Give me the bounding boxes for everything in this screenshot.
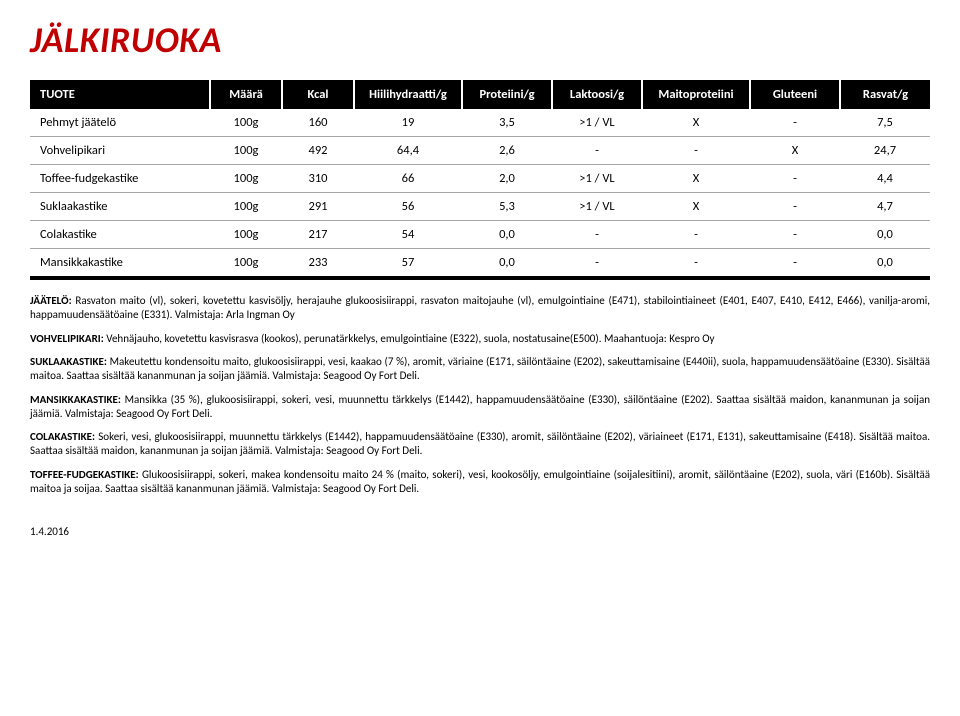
table-cell: - [552, 137, 642, 165]
table-cell: 100g [210, 221, 282, 249]
ingredient-paragraph: COLAKASTIKE: Sokeri, vesi, glukoosisiira… [30, 430, 930, 458]
table-cell: 57 [354, 249, 462, 279]
table-cell: - [750, 249, 840, 279]
paragraph-lead: MANSIKKAKASTIKE: [30, 393, 121, 406]
paragraph-lead: COLAKASTIKE: [30, 430, 95, 443]
paragraph-text: Glukoosisiirappi, sokeri, makea kondenso… [30, 468, 930, 495]
col-header: Hiilihydraatti/g [354, 80, 462, 109]
table-cell: - [750, 165, 840, 193]
table-cell: 5,3 [462, 193, 552, 221]
nutrition-table: TUOTE Määrä Kcal Hiilihydraatti/g Protei… [30, 80, 930, 280]
table-cell: 233 [282, 249, 354, 279]
table-header-row: TUOTE Määrä Kcal Hiilihydraatti/g Protei… [30, 80, 930, 109]
table-cell: 291 [282, 193, 354, 221]
paragraph-text: Vehnäjauho, kovetettu kasvisrasva (kooko… [104, 332, 715, 345]
col-header: Rasvat/g [840, 80, 930, 109]
paragraph-lead: TOFFEE-FUDGEKASTIKE: [30, 468, 139, 481]
table-cell: Suklaakastike [30, 193, 210, 221]
col-header: Laktoosi/g [552, 80, 642, 109]
paragraph-text: Mansikka (35 %), glukoosisiirappi, soker… [30, 393, 930, 420]
table-cell: 492 [282, 137, 354, 165]
table-cell: 54 [354, 221, 462, 249]
paragraph-text: Makeutettu kondensoitu maito, glukoosisi… [30, 355, 930, 382]
footer-date: 1.4.2016 [30, 525, 930, 538]
table-cell: 4,7 [840, 193, 930, 221]
table-cell: 100g [210, 165, 282, 193]
table-cell: - [552, 249, 642, 279]
table-cell: - [642, 221, 750, 249]
paragraph-lead: JÄÄTELÖ: [30, 294, 72, 307]
table-cell: 100g [210, 137, 282, 165]
table-cell: 160 [282, 109, 354, 137]
table-cell: 24,7 [840, 137, 930, 165]
table-cell: Pehmyt jäätelö [30, 109, 210, 137]
table-cell: 2,0 [462, 165, 552, 193]
table-cell: Vohvelipikari [30, 137, 210, 165]
ingredient-paragraph: MANSIKKAKASTIKE: Mansikka (35 %), glukoo… [30, 393, 930, 421]
ingredient-paragraph: TOFFEE-FUDGEKASTIKE: Glukoosisiirappi, s… [30, 468, 930, 496]
ingredient-paragraph: JÄÄTELÖ: Rasvaton maito (vl), sokeri, ko… [30, 294, 930, 322]
table-cell: 64,4 [354, 137, 462, 165]
paragraph-lead: VOHVELIPIKARI: [30, 332, 104, 345]
col-header: Määrä [210, 80, 282, 109]
table-row: Suklaakastike100g291565,3>1 / VLX-4,7 [30, 193, 930, 221]
table-cell: Colakastike [30, 221, 210, 249]
paragraph-text: Rasvaton maito (vl), sokeri, kovetettu k… [30, 294, 930, 321]
table-cell: 3,5 [462, 109, 552, 137]
table-cell: 19 [354, 109, 462, 137]
table-cell: 2,6 [462, 137, 552, 165]
col-header: Maitoproteiini [642, 80, 750, 109]
table-cell: X [642, 193, 750, 221]
table-cell: X [642, 165, 750, 193]
table-cell: 100g [210, 193, 282, 221]
table-cell: Toffee-fudgekastike [30, 165, 210, 193]
paragraph-lead: SUKLAAKASTIKE: [30, 355, 107, 368]
table-row: Pehmyt jäätelö100g160193,5>1 / VLX-7,5 [30, 109, 930, 137]
table-cell: 0,0 [462, 249, 552, 279]
table-cell: 0,0 [840, 221, 930, 249]
table-cell: 217 [282, 221, 354, 249]
table-cell: 310 [282, 165, 354, 193]
table-row: Mansikkakastike100g233570,0---0,0 [30, 249, 930, 279]
col-header: TUOTE [30, 80, 210, 109]
table-cell: >1 / VL [552, 193, 642, 221]
document-page: JÄLKIRUOKA TUOTE Määrä Kcal Hiilihydraat… [0, 0, 960, 554]
table-cell: - [552, 221, 642, 249]
table-cell: - [750, 109, 840, 137]
table-cell: X [750, 137, 840, 165]
table-cell: - [642, 137, 750, 165]
table-cell: Mansikkakastike [30, 249, 210, 279]
table-cell: 0,0 [462, 221, 552, 249]
table-cell: 56 [354, 193, 462, 221]
table-cell: - [750, 193, 840, 221]
table-row: Vohvelipikari100g49264,42,6--X24,7 [30, 137, 930, 165]
col-header: Kcal [282, 80, 354, 109]
ingredient-paragraph: SUKLAAKASTIKE: Makeutettu kondensoitu ma… [30, 355, 930, 383]
table-body: Pehmyt jäätelö100g160193,5>1 / VLX-7,5Vo… [30, 109, 930, 278]
ingredient-paragraphs: JÄÄTELÖ: Rasvaton maito (vl), sokeri, ko… [30, 294, 930, 495]
ingredient-paragraph: VOHVELIPIKARI: Vehnäjauho, kovetettu kas… [30, 332, 930, 346]
table-cell: - [642, 249, 750, 279]
table-cell: 7,5 [840, 109, 930, 137]
table-row: Toffee-fudgekastike100g310662,0>1 / VLX-… [30, 165, 930, 193]
table-row: Colakastike100g217540,0---0,0 [30, 221, 930, 249]
table-cell: 4,4 [840, 165, 930, 193]
page-title: JÄLKIRUOKA [30, 18, 930, 62]
table-cell: >1 / VL [552, 165, 642, 193]
table-cell: - [750, 221, 840, 249]
table-cell: X [642, 109, 750, 137]
table-cell: 100g [210, 109, 282, 137]
col-header: Gluteeni [750, 80, 840, 109]
table-cell: >1 / VL [552, 109, 642, 137]
col-header: Proteiini/g [462, 80, 552, 109]
table-cell: 66 [354, 165, 462, 193]
table-cell: 0,0 [840, 249, 930, 279]
table-cell: 100g [210, 249, 282, 279]
paragraph-text: Sokeri, vesi, glukoosisiirappi, muunnett… [30, 430, 930, 457]
